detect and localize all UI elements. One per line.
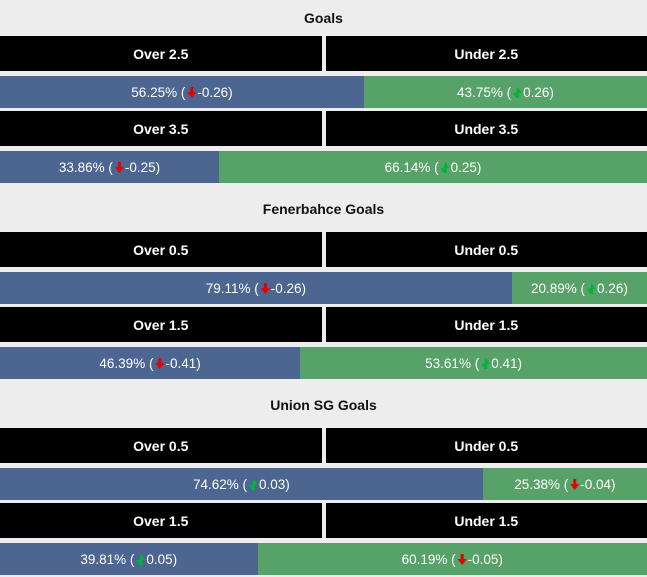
percent-text: 66.14% ( [384,159,439,175]
trend-up-icon [136,554,146,565]
trend-up-icon [513,87,523,98]
percent-text: 43.75% ( [457,84,512,100]
under-bar-label: 60.19% ( -0.05) [402,552,503,567]
over-bar-segment: 56.25% ( -0.26) [0,76,364,108]
over-bar-label: 79.11% ( -0.26) [206,281,306,296]
probability-bar-row: 74.62% ( 0.03) 25.38% ( -0.04) [0,468,647,500]
market-block: Over 0.5 Under 0.5 79.11% ( -0.26) 20.89… [0,232,647,304]
percent-text: 53.61% ( [425,355,480,371]
trend-up-icon [440,162,450,173]
odds-change-text: 0.41) [491,355,522,371]
probability-bar-row: 46.39% ( -0.41) 53.61% ( 0.41) [0,347,647,379]
trend-down-icon [155,358,165,369]
under-bar-segment: 43.75% ( 0.26) [363,76,647,108]
under-bar-segment: 66.14% ( 0.25) [219,151,647,183]
over-header-cell: Over 1.5 [0,307,322,342]
probability-bar-row: 39.81% ( 0.05) 60.19% ( -0.05) [0,543,647,575]
over-bar-label: 74.62% ( 0.03) [193,477,290,492]
over-under-header-row: Over 2.5 Under 2.5 [0,36,647,71]
odds-change-text: 0.26) [597,280,628,296]
probability-bar-row: 56.25% ( -0.26) 43.75% ( 0.26) [0,76,647,108]
odds-change-text: -0.05) [467,551,503,567]
trend-up-icon [249,479,259,490]
percent-text: 46.39% ( [99,355,154,371]
percent-text: 79.11% ( [205,280,259,296]
over-header-cell: Over 0.5 [0,428,322,463]
trend-up-icon [481,358,491,369]
under-header-cell: Under 2.5 [325,36,647,71]
over-under-header-row: Over 0.5 Under 0.5 [0,428,647,463]
under-header-cell: Under 1.5 [325,307,647,342]
under-bar-label: 20.89% ( 0.26) [531,281,628,296]
probability-bar-row: 79.11% ( -0.26) 20.89% ( 0.26) [0,272,647,304]
under-bar-label: 66.14% ( 0.25) [385,160,482,175]
market-block: Over 1.5 Under 1.5 46.39% ( -0.41) 53.61… [0,307,647,379]
trend-down-icon [457,554,467,565]
percent-text: 60.19% ( [401,551,456,567]
under-bar-segment: 60.19% ( -0.05) [257,543,647,575]
over-header-cell: Over 0.5 [0,232,322,267]
over-bar-segment: 46.39% ( -0.41) [0,347,301,379]
over-bar-segment: 79.11% ( -0.26) [0,272,512,304]
over-bar-label: 56.25% ( -0.26) [131,85,232,100]
odds-change-text: 0.26) [523,84,554,100]
under-header-cell: Under 0.5 [325,232,647,267]
over-bar-segment: 33.86% ( -0.25) [0,151,220,183]
market-block: Over 0.5 Under 0.5 74.62% ( 0.03) 25.38%… [0,428,647,500]
under-header-cell: Under 0.5 [325,428,647,463]
under-bar-segment: 53.61% ( 0.41) [300,347,647,379]
under-bar-label: 53.61% ( 0.41) [425,356,522,371]
percent-text: 25.38% ( [514,476,569,492]
over-bar-segment: 39.81% ( 0.05) [0,543,258,575]
market-block: Over 1.5 Under 1.5 39.81% ( 0.05) 60.19%… [0,503,647,575]
odds-change-text: -0.25) [124,159,161,175]
percent-text: 33.86% ( [58,159,113,175]
section-title-goals: Goals [304,10,343,26]
odds-change-text: 0.25) [450,159,482,175]
over-header-cell: Over 1.5 [0,503,322,538]
percent-text: 56.25% ( [131,84,186,100]
over-bar-label: 46.39% ( -0.41) [99,356,200,371]
under-bar-label: 43.75% ( 0.26) [457,85,554,100]
trend-down-icon [260,283,270,294]
odds-change-text: -0.26) [197,84,233,100]
market-block: Over 2.5 Under 2.5 56.25% ( -0.26) 43.75… [0,36,647,108]
percent-text: 20.89% ( [531,280,586,296]
over-bar-label: 33.86% ( -0.25) [59,160,160,175]
under-header-cell: Under 1.5 [325,503,647,538]
odds-change-text: -0.41) [165,355,201,371]
over-under-header-row: Over 1.5 Under 1.5 [0,503,647,538]
trend-down-icon [187,87,197,98]
odds-change-text: 0.03) [259,476,290,492]
market-block: Over 3.5 Under 3.5 33.86% ( -0.25) 66.14… [0,111,647,183]
odds-change-text: -0.26) [270,280,307,296]
trend-down-icon [570,479,580,490]
over-header-cell: Over 3.5 [0,111,322,146]
odds-change-text: 0.05) [146,551,178,567]
section-title-union-sg-goals: Union SG Goals [270,397,377,413]
under-header-cell: Under 3.5 [325,111,647,146]
section-title-fenerbahce-goals: Fenerbahce Goals [262,201,385,217]
over-under-header-row: Over 1.5 Under 1.5 [0,307,647,342]
over-header-cell: Over 2.5 [0,36,322,71]
odds-change-text: -0.04) [580,476,616,492]
under-bar-segment: 20.89% ( 0.26) [511,272,647,304]
trend-down-icon [114,162,124,173]
over-bar-segment: 74.62% ( 0.03) [0,468,483,500]
percent-text: 74.62% ( [192,476,248,492]
probability-bar-row: 33.86% ( -0.25) 66.14% ( 0.25) [0,151,647,183]
over-under-header-row: Over 0.5 Under 0.5 [0,232,647,267]
over-under-header-row: Over 3.5 Under 3.5 [0,111,647,146]
over-bar-label: 39.81% ( 0.05) [80,552,177,567]
under-bar-label: 25.38% ( -0.04) [514,477,615,492]
under-bar-segment: 25.38% ( -0.04) [482,468,647,500]
trend-up-icon [587,283,597,294]
percent-text: 39.81% ( [80,551,135,567]
